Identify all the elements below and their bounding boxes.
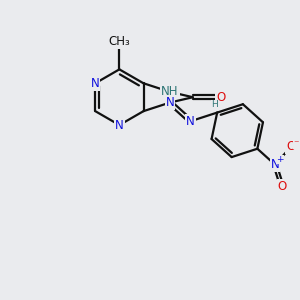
Text: H: H xyxy=(211,100,218,109)
Text: N: N xyxy=(91,77,100,90)
Text: +: + xyxy=(276,155,284,164)
Text: N: N xyxy=(186,115,195,128)
Text: N: N xyxy=(166,96,174,109)
Text: O: O xyxy=(286,140,296,154)
Text: N: N xyxy=(271,158,279,171)
Text: ⁻: ⁻ xyxy=(293,139,299,149)
Text: O: O xyxy=(278,180,287,193)
Text: CH₃: CH₃ xyxy=(109,35,130,48)
Text: NH: NH xyxy=(161,85,179,98)
Text: O: O xyxy=(216,91,225,104)
Text: N: N xyxy=(115,118,124,132)
